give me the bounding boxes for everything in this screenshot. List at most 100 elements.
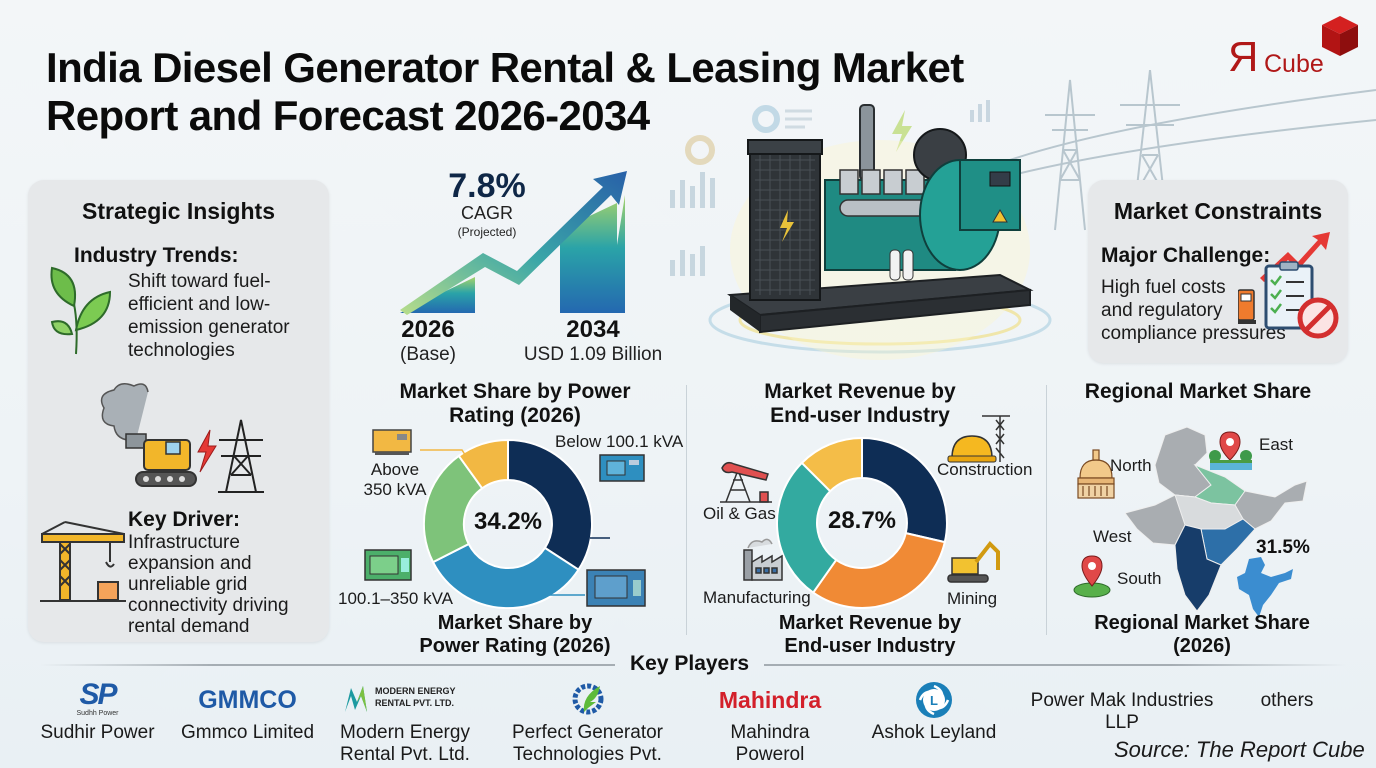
construction-helmet-icon [947, 415, 1010, 463]
title-line-2: Report and Forecast 2026-2034 [46, 92, 650, 139]
strategic-insights-panel: Strategic Insights Industry Trends: Shif… [28, 180, 329, 642]
perfect-generator-logo [495, 680, 680, 720]
regional-highlight-value: 31.5% [1256, 537, 1310, 558]
india-regional-map [1125, 426, 1308, 612]
player-name: Sudhir Power [40, 722, 155, 743]
end-user-donut-chart [776, 437, 948, 609]
oil-pump-icon [720, 461, 772, 503]
gmmco-logo: GMMCO [198, 686, 297, 714]
end-user-icons [720, 415, 1010, 583]
donut-slices [776, 437, 948, 609]
key-players-title: Key Players [630, 652, 750, 675]
generator-yellow-icon [372, 429, 412, 455]
capitol-dome-icon [1077, 449, 1115, 499]
label-above-350kva: Above 350 kVA [363, 460, 427, 499]
player-name: Perfect Generator Technologies Pvt. Ltd. [511, 722, 664, 768]
crane-icon [40, 521, 126, 602]
generator-steel-blue-icon [586, 569, 646, 607]
svg-text:L: L [930, 693, 938, 708]
power-rating-donut-chart [423, 439, 593, 609]
industry-trends-heading: Industry Trends: [74, 244, 239, 267]
lightning-icon [197, 429, 217, 473]
factory-icon [743, 538, 783, 581]
slice-other-yellow [800, 437, 863, 493]
key-driver-text: Infrastructure expansion and unreliable … [128, 532, 289, 637]
label-below-100kva: Below 100.1 kVA [555, 432, 684, 451]
player-perfect-generator: Perfect Generator Technologies Pvt. Ltd. [495, 680, 680, 768]
modern-energy-mark-icon [345, 686, 367, 712]
player-ashok-leyland: L Ashok Leyland [870, 680, 998, 744]
player-sudhir-power: SP Sudhh Power Sudhir Power [40, 680, 155, 744]
key-players-rule-left [40, 664, 615, 666]
label-west: West [1093, 527, 1132, 546]
label-100-350kva: 100.1–350 kVA [338, 589, 453, 608]
regional-icons [1073, 431, 1252, 598]
section-divider [1046, 385, 1047, 635]
key-driver-heading: Key Driver: [128, 508, 241, 531]
end-year-value: USD 1.09 Billion [523, 344, 663, 365]
generator-blue-icon [599, 454, 645, 482]
start-year-label: (Base) [400, 344, 456, 365]
regional-bottom-title: Regional Market Share (2026) [1094, 612, 1310, 657]
player-modern-energy: MODERN ENERGY RENTAL PVT. LTD. Modern En… [335, 680, 475, 766]
player-name: Mahindra Powerol [730, 722, 810, 765]
generator-green-icon [364, 549, 412, 581]
growth-chart-graphic [400, 171, 627, 315]
cube-icon [1322, 16, 1358, 56]
label-south: South [1117, 569, 1162, 588]
page-title: India Diesel Generator Rental & Leasing … [46, 44, 1046, 140]
major-challenge-text: High fuel costs and regulatory complianc… [1101, 277, 1286, 344]
power-rating-bottom-title: Market Share by Power Rating (2026) [419, 612, 611, 657]
start-year: 2026 [401, 316, 455, 343]
slice-construction [861, 437, 948, 544]
slice-manufacturing-oil-gas [776, 461, 838, 594]
title-line-1: India Diesel Generator Rental & Leasing … [46, 44, 964, 91]
power-rating-callouts [364, 429, 646, 607]
leaf-icon [50, 266, 112, 355]
smoke-icon [100, 383, 149, 441]
industry-trends-text: Shift toward fuel- efficient and low- em… [128, 271, 290, 361]
end-year-block: 2034 USD 1.09 Billion [518, 316, 668, 366]
market-constraints-title: Market Constraints [1113, 198, 1323, 224]
player-mahindra-powerol: Mahindra Mahindra Powerol [695, 680, 845, 766]
cagr-label: CAGR [460, 203, 513, 223]
mini-bar-chart-icon [670, 100, 990, 276]
south-location-pin-icon [1073, 555, 1111, 598]
regional-title: Regional Market Share [1084, 380, 1312, 403]
excavator-icon [135, 439, 197, 487]
player-name: Gmmco Limited [180, 722, 315, 743]
trend-arrow [400, 171, 627, 315]
ashok-leyland-emblem-icon: L [916, 682, 952, 718]
excavator-icon [947, 540, 1000, 583]
player-name: Modern Energy Rental Pvt. Ltd. [340, 722, 470, 765]
sudhir-power-logo: SP Sudhh Power [76, 678, 119, 718]
mahindra-logo: Mahindra [718, 687, 822, 713]
end-year: 2034 [566, 316, 620, 343]
key-players-rule-right [764, 664, 1346, 666]
fuel-pump-icon [1238, 289, 1256, 324]
end-user-title: Market Revenue by End-user Industry [764, 380, 956, 427]
end-user-bottom-title: Market Revenue by End-user Industry [778, 612, 962, 657]
prohibited-icon [1297, 297, 1339, 339]
slice-mining [811, 531, 947, 609]
mini-india-icon [1237, 557, 1293, 617]
logo-text: Cube [1264, 50, 1324, 78]
label-north: North [1110, 456, 1152, 475]
source-credit: Source: The Report Cube [1114, 737, 1365, 762]
label-east: East [1259, 435, 1294, 454]
gear-leaf-icon [572, 683, 603, 715]
major-challenge-heading: Major Challenge: [1101, 244, 1271, 267]
slice-100-350kva [431, 542, 580, 609]
cagr-value: 7.8% [448, 167, 526, 205]
power-rating-center-value: 34.2% [473, 508, 543, 535]
start-year-block: 2026 (Base) [395, 316, 461, 366]
power-tower-icon [218, 419, 264, 493]
location-pin-icon [1209, 431, 1252, 470]
diesel-generator-illustration [708, 104, 1052, 360]
region-south [1174, 524, 1222, 612]
market-constraints-panel: Market Constraints Major Challenge: High… [1088, 180, 1348, 363]
label-manufacturing: Manufacturing [703, 588, 811, 607]
donut-slices [423, 439, 593, 609]
slice-above-350kva-yellow [457, 439, 509, 490]
label-construction: Construction [937, 460, 1033, 479]
